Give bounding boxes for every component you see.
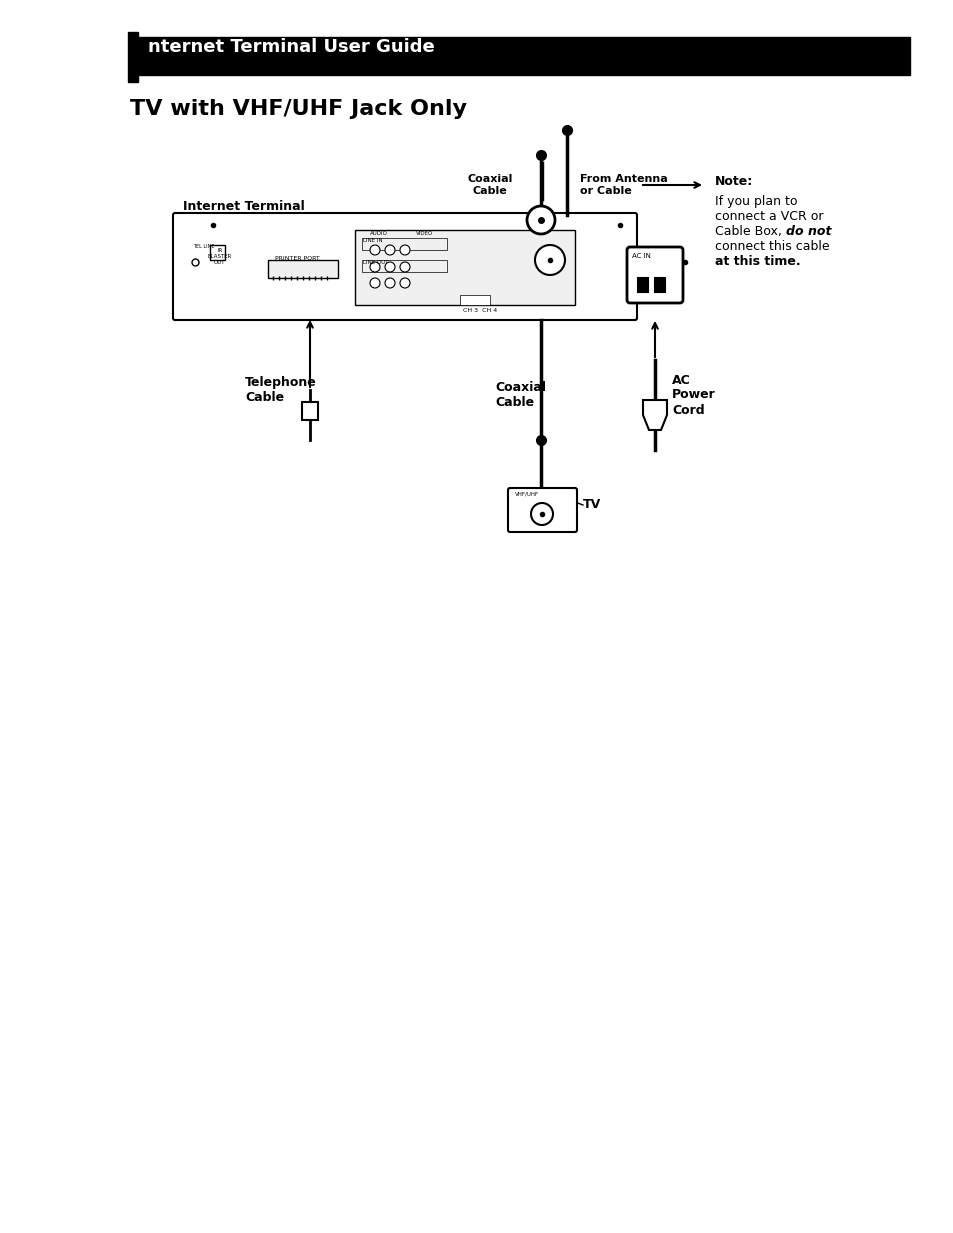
- Circle shape: [370, 245, 379, 255]
- Text: Internet Terminal: Internet Terminal: [183, 200, 304, 213]
- Text: TV: TV: [582, 498, 600, 512]
- FancyBboxPatch shape: [626, 247, 682, 303]
- Bar: [302, 402, 317, 420]
- Circle shape: [370, 277, 379, 289]
- Circle shape: [399, 245, 410, 255]
- Text: connect this cable: connect this cable: [714, 240, 829, 253]
- Text: Cable Box,: Cable Box,: [714, 224, 785, 238]
- Bar: [638, 277, 647, 292]
- Circle shape: [531, 503, 553, 525]
- Text: LINE IN: LINE IN: [363, 238, 382, 243]
- Polygon shape: [642, 399, 666, 430]
- Bar: [128, 32, 138, 83]
- Text: at this time.: at this time.: [714, 255, 800, 268]
- Circle shape: [370, 261, 379, 272]
- Text: Telephone
Cable: Telephone Cable: [245, 376, 316, 404]
- Text: AUDIO: AUDIO: [370, 231, 388, 236]
- Circle shape: [399, 261, 410, 272]
- Text: VIDEO: VIDEO: [416, 231, 433, 236]
- Text: TEL LINE: TEL LINE: [193, 244, 214, 249]
- Circle shape: [399, 277, 410, 289]
- Text: AC
Power
Cord: AC Power Cord: [671, 374, 715, 417]
- Circle shape: [385, 261, 395, 272]
- Text: Coaxial
Cable: Coaxial Cable: [495, 381, 545, 409]
- Text: VHF/UHF: VHF/UHF: [515, 491, 538, 496]
- Bar: [210, 245, 225, 260]
- Bar: [268, 260, 337, 277]
- Text: PRINTER PORT: PRINTER PORT: [274, 256, 319, 261]
- Bar: [355, 231, 575, 305]
- Bar: [361, 260, 447, 272]
- Text: If you plan to: If you plan to: [714, 195, 797, 208]
- Text: Coaxial
Cable: Coaxial Cable: [467, 174, 512, 196]
- Text: do not: do not: [785, 224, 831, 238]
- Circle shape: [385, 277, 395, 289]
- Text: Note:: Note:: [714, 175, 753, 187]
- Text: LINE OUT: LINE OUT: [363, 260, 388, 265]
- Text: CH 3  CH 4: CH 3 CH 4: [462, 308, 497, 313]
- Text: AC IN: AC IN: [631, 253, 650, 259]
- Circle shape: [385, 245, 395, 255]
- Circle shape: [526, 206, 555, 234]
- Text: connect a VCR or: connect a VCR or: [714, 210, 822, 223]
- Text: TV with VHF/UHF Jack Only: TV with VHF/UHF Jack Only: [130, 99, 467, 120]
- FancyBboxPatch shape: [172, 213, 637, 321]
- Text: IR
BLASTER
OUT: IR BLASTER OUT: [208, 248, 232, 265]
- Circle shape: [535, 245, 564, 275]
- Text: nternet Terminal User Guide: nternet Terminal User Guide: [148, 38, 435, 55]
- Bar: [130, 37, 909, 75]
- Bar: [655, 277, 664, 292]
- Bar: [361, 238, 447, 250]
- Bar: [459, 295, 490, 305]
- FancyBboxPatch shape: [507, 488, 577, 531]
- Text: From Antenna
or Cable: From Antenna or Cable: [579, 174, 667, 196]
